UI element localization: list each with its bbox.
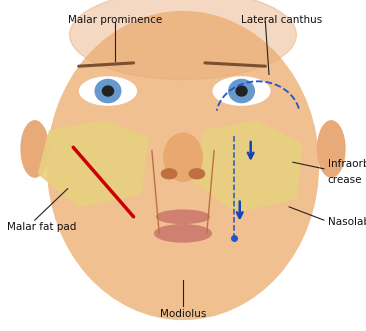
Ellipse shape [102,86,113,96]
Ellipse shape [48,12,318,319]
Ellipse shape [189,169,205,179]
Ellipse shape [213,77,270,105]
Ellipse shape [21,121,48,177]
Ellipse shape [95,79,121,103]
Ellipse shape [157,210,209,223]
Ellipse shape [236,86,247,96]
Text: Modiolus: Modiolus [160,309,206,319]
Ellipse shape [154,225,212,242]
Text: crease: crease [328,175,362,185]
Text: Malar fat pad: Malar fat pad [7,222,77,232]
Ellipse shape [161,169,177,179]
Ellipse shape [164,133,202,181]
Polygon shape [190,121,302,212]
Text: Malar prominence: Malar prominence [68,15,163,25]
Ellipse shape [317,121,345,177]
Text: Infraorbital: Infraorbital [328,159,366,169]
Text: Lateral canthus: Lateral canthus [241,15,322,25]
Text: Nasolabial fold: Nasolabial fold [328,217,366,227]
Ellipse shape [70,0,296,79]
Ellipse shape [80,77,137,105]
Polygon shape [38,121,148,207]
Ellipse shape [229,79,254,103]
